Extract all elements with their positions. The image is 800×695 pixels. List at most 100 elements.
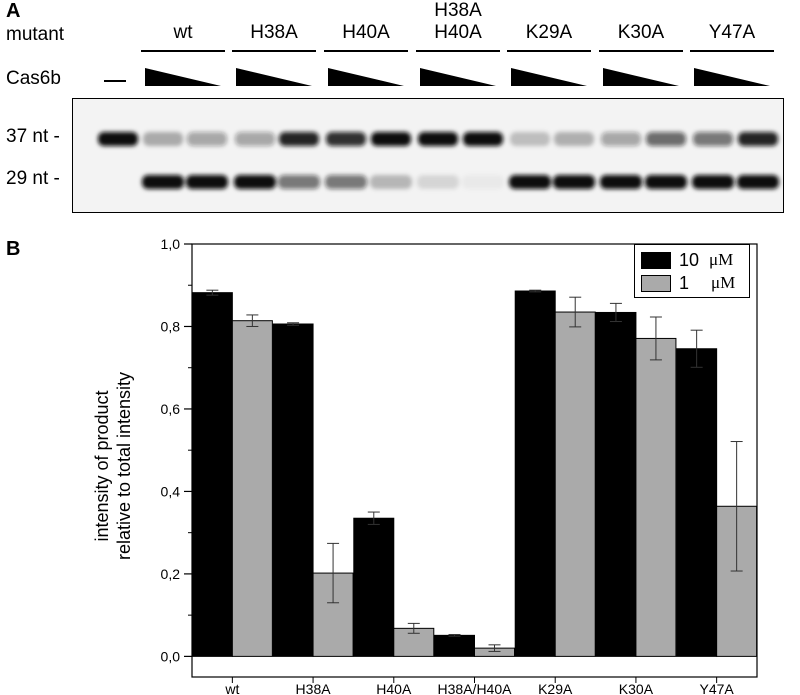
concentration-wedge (328, 68, 404, 86)
error-bar (367, 511, 380, 525)
bar-1uM-K29A (554, 311, 596, 657)
y-axis-label-line2: relative to total intensity (114, 372, 134, 560)
chart-legend: 10 μM 1 μM (634, 244, 750, 298)
x-tick-label: K29A (538, 681, 573, 695)
gel-band-29nt (325, 175, 367, 189)
x-tick-label: H38A/H40A (438, 681, 513, 695)
mutant-header-0: wt (141, 0, 225, 44)
gel-band-37nt (646, 132, 686, 146)
error-bar (529, 289, 542, 293)
mutant-header-5: K30A (599, 0, 683, 44)
bar-10uM-H38A/H40A (434, 634, 475, 657)
gel-band-37nt (601, 132, 641, 146)
mutant-underline (141, 50, 225, 52)
concentration-wedge (603, 68, 679, 86)
concentration-wedge (145, 68, 221, 86)
concentration-wedge (236, 68, 312, 86)
mutant-header-line2: H40A (434, 22, 482, 43)
y-tick-label: 0,0 (161, 648, 181, 664)
bar-10uM-H38A (272, 323, 314, 657)
error-bar (690, 329, 703, 368)
legend-entry-1uM: 1 μM (641, 273, 735, 293)
mutant-header-line1: H38A (434, 0, 482, 21)
y-tick-label: 0,2 (161, 566, 181, 582)
gel-band-37nt (693, 132, 733, 146)
band-label-37nt: 37 nt - (6, 126, 60, 147)
legend-swatch-10uM (641, 251, 671, 269)
gel-band-29nt (600, 175, 642, 189)
gel-band-37nt (371, 132, 411, 146)
mutant-header-line2: H40A (342, 22, 390, 43)
error-bar (488, 644, 501, 652)
error-bar (649, 316, 662, 361)
x-tick-label: K30A (619, 681, 654, 695)
gel-band-29nt (462, 175, 504, 189)
panel-b-label: B (6, 238, 21, 260)
mutant-header-4: K29A (507, 0, 591, 44)
error-bar (287, 322, 300, 326)
mutant-header-line2: wt (173, 22, 193, 43)
mutant-underline (690, 50, 774, 52)
concentration-wedge (420, 68, 496, 86)
y-axis-label-line1: intensity of product (92, 390, 112, 541)
gel-band-37nt (510, 132, 550, 146)
mutant-header-line2: K30A (617, 22, 665, 43)
mutant-header-3: H38A H40A (416, 0, 500, 44)
legend-entry-10uM: 10 μM (641, 250, 733, 270)
x-tick-label: Y47A (700, 681, 735, 695)
bar-10uM-K29A (514, 290, 556, 657)
mutant-header-line2: Y47A (708, 22, 756, 43)
mutant-header-line2: H38A (250, 22, 298, 43)
y-tick-label: 0,6 (161, 401, 181, 417)
band-label-29nt: 29 nt - (6, 168, 60, 189)
gel-band-37nt (143, 132, 183, 146)
x-tick-label: H40A (376, 681, 412, 695)
mutant-underline (416, 50, 500, 52)
gel-image (72, 98, 784, 213)
bar-10uM-Y47A (676, 348, 718, 657)
gel-band-29nt (370, 175, 412, 189)
gel-band-37nt (279, 132, 319, 146)
legend-unit-10uM: μM (709, 250, 734, 269)
gel-band-37nt (326, 132, 366, 146)
mutant-underline (324, 50, 408, 52)
concentration-wedge (511, 68, 587, 86)
mutant-header-6: Y47A (690, 0, 774, 44)
gel-band-29nt (142, 175, 184, 189)
concentration-wedge (694, 68, 770, 86)
error-bar (609, 302, 622, 323)
error-bar (327, 542, 340, 604)
error-bar (206, 289, 219, 296)
y-tick-label: 0,4 (161, 483, 181, 499)
gel-band-37nt (554, 132, 594, 146)
gel-band-29nt (278, 175, 320, 189)
panel-a-label: A (6, 0, 21, 22)
mutant-underline (507, 50, 591, 52)
error-bar (448, 634, 461, 637)
error-bar (569, 296, 582, 328)
y-tick-label: 0,8 (161, 318, 181, 334)
error-bar (246, 314, 259, 327)
bar-1uM-K30A (635, 337, 677, 657)
x-tick-label: H38A (296, 681, 332, 695)
gel-band-29nt (234, 175, 276, 189)
legend-swatch-1uM (641, 274, 671, 292)
cas6b-row-label: Cas6b (6, 68, 61, 89)
gel-band-37nt (98, 132, 138, 146)
legend-unit-1uM: μM (711, 273, 736, 292)
gel-band-37nt (738, 132, 778, 146)
legend-label-10uM: 10 (679, 249, 700, 270)
gel-band-29nt (645, 175, 687, 189)
gel-band-29nt (509, 175, 551, 189)
y-tick-label: 1,0 (161, 236, 181, 252)
mutant-header-2: H40A (324, 0, 408, 44)
mutant-header-line2: K29A (525, 22, 573, 43)
mutant-underline (232, 50, 316, 52)
gel-band-29nt (692, 175, 734, 189)
bar-10uM-H40A (353, 517, 395, 657)
gel-band-37nt (235, 132, 275, 146)
bar-1uM-wt (231, 320, 273, 657)
control-lane-dash (104, 80, 126, 82)
gel-band-29nt (553, 175, 595, 189)
